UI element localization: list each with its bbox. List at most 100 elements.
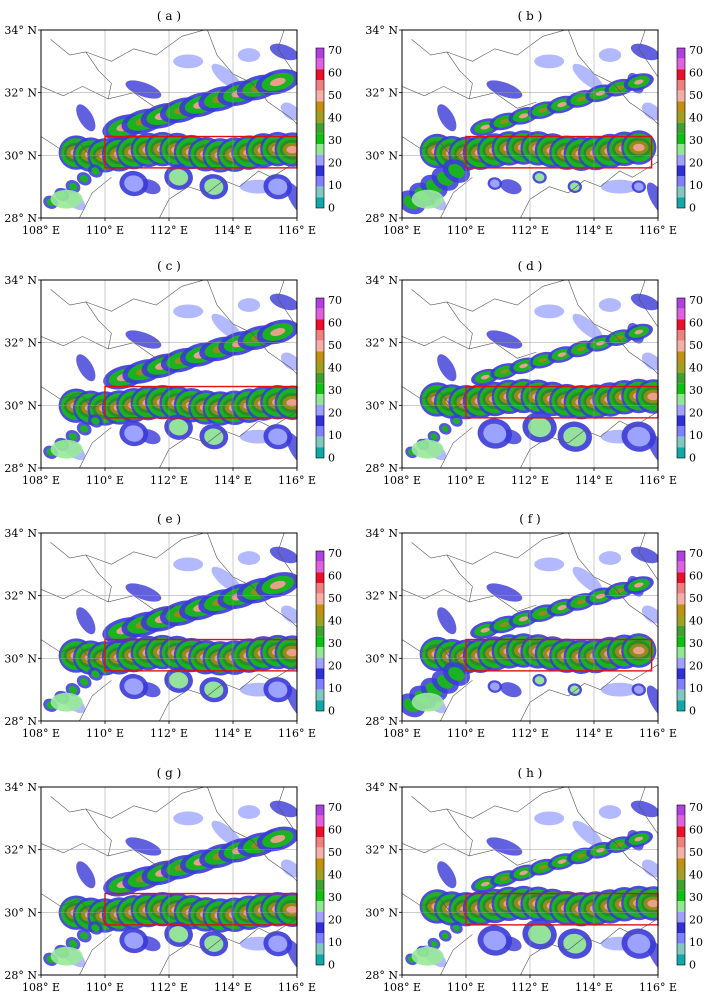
colorbar-label: 70 [689,44,703,57]
lon-tick-label: 116° E [278,727,316,740]
colorbar-label: 30 [689,384,703,397]
colorbar-label: 60 [689,67,703,80]
colorbar-swatch [677,815,685,827]
colorbar-label: 40 [689,869,703,882]
colorbar-label: 40 [328,112,342,125]
colorbar-swatch [677,112,685,123]
colorbar-label: 20 [328,660,342,673]
map-panel: ( e ) 108° E 110° E 112° E 114° E 116° E 28° N… [4,512,342,740]
colorbar-swatch [677,901,685,912]
colorbar-label: 10 [689,179,703,192]
colorbar-swatch [677,922,685,933]
colorbar-swatch [316,58,324,70]
colorbar-swatch [316,383,324,394]
lon-tick-label: 114° E [214,224,252,237]
colorbar-swatch [677,858,685,869]
colorbar-swatch [316,847,324,859]
colorbar-label: 60 [328,824,342,837]
precipitation-field [41,30,297,218]
lon-tick-label: 116° E [639,474,677,487]
colorbar-swatch [316,625,324,637]
colorbar-swatch [677,383,685,394]
map-panel: ( g ) 108° E 110° E 112° E 114° E 116° E 28° N… [4,766,342,994]
colorbar: 70 60 50 40 30 20 10 0 [315,547,342,718]
colorbar-label: 20 [328,157,342,170]
colorbar-swatch [316,869,324,880]
lon-tick-label: 110° E [86,981,124,994]
lon-tick-label: 108° E [383,727,421,740]
lat-tick-label: 28° N [4,969,37,982]
lat-tick-label: 32° N [365,87,398,100]
colorbar-swatch [316,561,324,573]
lat-tick-label: 34° N [365,527,398,540]
colorbar-label: 40 [689,362,703,375]
colorbar-swatch [316,165,324,176]
colorbar-swatch [677,90,685,102]
colorbar-swatch [316,604,324,615]
colorbar: 70 60 50 40 30 20 10 0 [315,294,342,465]
lon-tick-label: 110° E [447,981,485,994]
colorbar-label: 0 [689,705,696,718]
colorbar-label: 0 [328,959,335,972]
precipitation-field [41,787,297,975]
colorbar-swatch [677,298,685,309]
lon-tick-label: 116° E [278,224,316,237]
colorbar-label: 20 [689,914,703,927]
colorbar-swatch [316,593,324,605]
precipitation-field [41,533,297,721]
colorbar-swatch [677,144,685,155]
colorbar-swatch [677,879,685,891]
colorbar-label: 60 [689,317,703,330]
lon-tick-label: 112° E [511,474,549,487]
colorbar-label: 60 [328,570,342,583]
lon-tick-label: 110° E [447,474,485,487]
colorbar-swatch [677,372,685,384]
lon-tick-label: 116° E [639,224,677,237]
colorbar-label: 60 [328,317,342,330]
colorbar-swatch [316,330,324,341]
colorbar-label: 50 [689,592,703,605]
lat-tick-label: 28° N [365,462,398,475]
lat-tick-label: 32° N [4,844,37,857]
lon-tick-label: 112° E [150,727,188,740]
colorbar-swatch [316,837,324,848]
colorbar-label: 30 [689,637,703,650]
lat-tick-label: 34° N [365,781,398,794]
colorbar-swatch [316,298,324,309]
lon-tick-label: 114° E [214,981,252,994]
lat-tick-label: 30° N [4,399,37,412]
colorbar-label: 70 [328,801,342,814]
colorbar-label: 0 [328,202,335,215]
colorbar-swatch [677,165,685,176]
colorbar-swatch [677,700,685,711]
colorbar-label: 50 [689,339,703,352]
colorbar-swatch [316,636,324,647]
colorbar-label: 70 [689,294,703,307]
colorbar-swatch [316,911,324,923]
lat-tick-label: 30° N [365,652,398,665]
colorbar-swatch [677,436,685,448]
colorbar-swatch [316,447,324,458]
colorbar-label: 0 [689,452,696,465]
colorbar-swatch [677,604,685,615]
lon-tick-label: 116° E [639,727,677,740]
colorbar-swatch [677,847,685,859]
colorbar-swatch [316,69,324,80]
colorbar-swatch [677,911,685,923]
lat-tick-label: 30° N [365,149,398,162]
colorbar-label: 30 [328,891,342,904]
colorbar-swatch [316,186,324,198]
colorbar-swatch [316,48,324,59]
panel-label: ( c ) [157,259,181,273]
colorbar-label: 30 [689,891,703,904]
map-panel: ( b ) 108° E 110° E 112° E 114° E 116° E 28° N… [365,9,703,237]
colorbar-swatch [316,583,324,594]
lon-tick-label: 114° E [575,727,613,740]
colorbar: 70 60 50 40 30 20 10 0 [676,801,703,972]
colorbar-label: 0 [689,202,696,215]
colorbar-label: 70 [328,294,342,307]
lat-tick-label: 30° N [4,149,37,162]
colorbar-swatch [677,805,685,816]
colorbar-label: 20 [328,914,342,927]
